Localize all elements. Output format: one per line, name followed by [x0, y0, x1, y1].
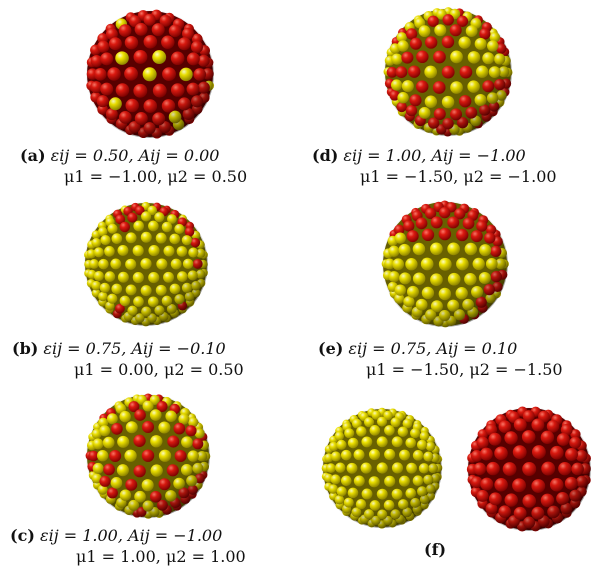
- params-b-line1: εij = 0.75, Aij = −0.10: [43, 339, 226, 358]
- cluster-shading: [384, 8, 512, 136]
- params-d-line2: μ1 = −1.50, μ2 = −1.00: [360, 167, 557, 186]
- cluster-shading: [322, 408, 442, 528]
- params-c-line1: εij = 1.00, Aij = −1.00: [39, 526, 223, 545]
- panel-label-d: (d): [312, 146, 339, 165]
- cluster-shading: [84, 202, 208, 326]
- cluster-shading: [467, 407, 591, 531]
- params-c-line2: μ1 = 1.00, μ2 = 1.00: [76, 547, 246, 566]
- caption-a: (a) εij = 0.50, Aij = 0.00 μ1 = −1.00, μ…: [20, 145, 247, 187]
- params-b-line2: μ1 = 0.00, μ2 = 0.50: [74, 360, 244, 379]
- cluster-f-red-image: [466, 406, 591, 532]
- caption-b: (b) εij = 0.75, Aij = −0.10 μ1 = 0.00, μ…: [12, 338, 244, 380]
- params-a-line2: μ1 = −1.00, μ2 = 0.50: [64, 167, 248, 186]
- params-e-line2: μ1 = −1.50, μ2 = −1.50: [366, 360, 563, 379]
- cluster-d-image: [383, 7, 513, 137]
- cluster-a-image: [86, 9, 215, 139]
- cluster-shading: [86, 10, 214, 138]
- panel-label-e: (e): [318, 339, 344, 358]
- panel-label-f: (f): [424, 540, 447, 559]
- params-e-line1: εij = 0.75, Aij = 0.10: [348, 339, 518, 358]
- cluster-shading: [382, 201, 508, 327]
- caption-e: (e) εij = 0.75, Aij = 0.10 μ1 = −1.50, μ…: [318, 338, 563, 380]
- cluster-b-image: [84, 201, 208, 327]
- params-d-line1: εij = 1.00, Aij = −1.00: [343, 146, 526, 165]
- cluster-shading: [86, 394, 210, 518]
- cluster-c-image: [85, 393, 211, 519]
- cluster-e-image: [381, 200, 509, 328]
- caption-d: (d) εij = 1.00, Aij = −1.00 μ1 = −1.50, …: [312, 145, 557, 187]
- caption-c: (c) εij = 1.00, Aij = −1.00 μ1 = 1.00, μ…: [10, 525, 246, 567]
- params-a-line1: εij = 0.50, Aij = 0.00: [50, 146, 220, 165]
- panel-label-c: (c): [10, 526, 35, 545]
- cluster-f-yellow-image: [321, 407, 443, 529]
- panel-label-a: (a): [20, 146, 46, 165]
- panel-label-b: (b): [12, 339, 39, 358]
